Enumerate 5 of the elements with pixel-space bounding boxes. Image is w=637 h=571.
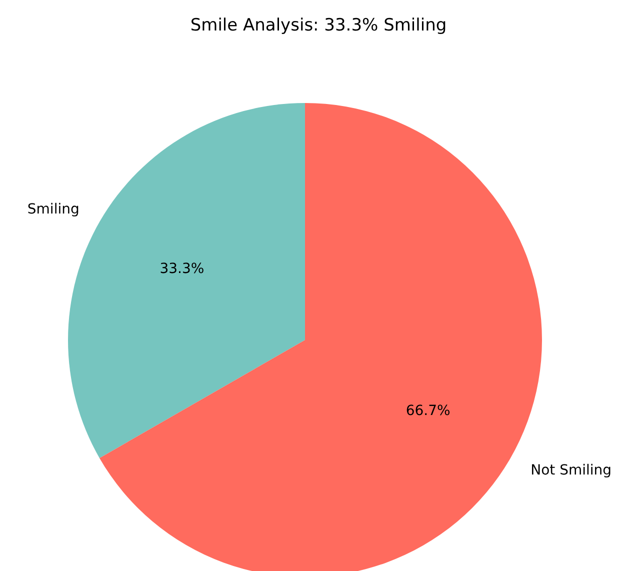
data-label: 66.7%: [406, 403, 450, 420]
slice-label: Not Smiling: [530, 462, 612, 479]
data-label: 33.3%: [160, 260, 204, 277]
slice-label: Smiling: [27, 201, 80, 218]
chart-title: Smile Analysis: 33.3% Smiling: [190, 16, 447, 36]
